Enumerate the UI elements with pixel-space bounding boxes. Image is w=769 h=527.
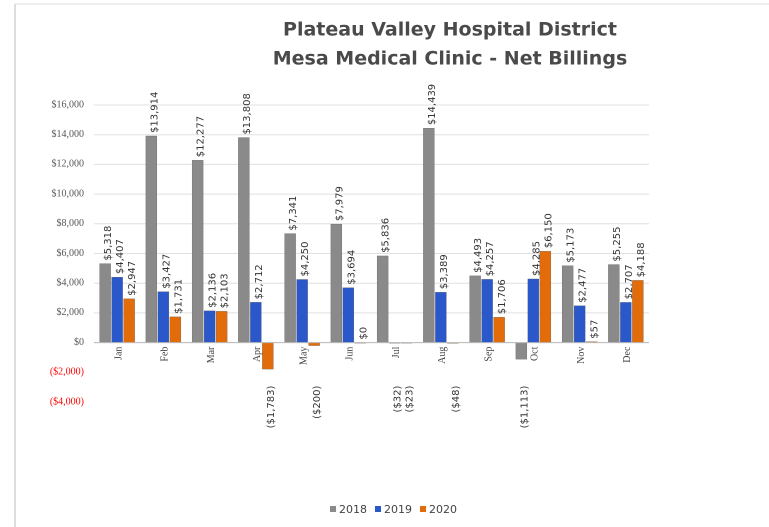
data-label: $5,318 xyxy=(103,226,114,261)
bar xyxy=(111,277,123,343)
bar xyxy=(123,298,135,343)
data-label: $4,257 xyxy=(485,241,496,276)
y-tick-label: $2,000 xyxy=(57,307,85,318)
bar xyxy=(284,233,296,343)
data-label: $6,150 xyxy=(543,213,554,248)
bar xyxy=(376,255,389,343)
bar xyxy=(262,342,274,370)
data-label: $7,979 xyxy=(334,186,345,221)
bar xyxy=(539,251,552,343)
bar xyxy=(342,287,355,343)
data-label: ($23) xyxy=(405,386,416,413)
data-label: $4,285 xyxy=(531,241,542,276)
data-label: $2,712 xyxy=(254,264,265,299)
bar xyxy=(493,317,505,343)
y-tick-label: $4,000 xyxy=(57,277,85,288)
bar xyxy=(330,223,343,343)
data-label: $2,947 xyxy=(127,261,138,296)
data-label: ($1,783) xyxy=(266,386,277,429)
bar xyxy=(169,316,182,343)
legend-swatch xyxy=(330,506,336,512)
data-label: $4,188 xyxy=(636,242,647,277)
data-label: $3,694 xyxy=(346,250,357,285)
chart-subtitle: Mesa Medical Clinic - Net Billings xyxy=(273,48,628,70)
y-tick-label: $6,000 xyxy=(57,248,85,259)
bar xyxy=(561,265,574,343)
bar xyxy=(469,275,481,343)
data-label: $12,277 xyxy=(196,116,207,157)
x-tick-label: May xyxy=(298,347,309,365)
bar xyxy=(250,302,262,343)
y-tick-label: $10,000 xyxy=(52,188,85,199)
bar xyxy=(157,291,170,343)
data-label: $7,341 xyxy=(288,196,299,231)
bar xyxy=(423,128,435,343)
y-tick-label: ($2,000) xyxy=(50,367,84,378)
data-label: $14,439 xyxy=(427,84,438,125)
legend-swatch xyxy=(420,506,426,512)
x-tick-label: Dec xyxy=(622,346,633,363)
x-tick-label: Feb xyxy=(160,347,171,362)
data-label: $5,836 xyxy=(381,218,392,253)
y-tick-label: $14,000 xyxy=(52,129,85,140)
bar xyxy=(191,160,204,343)
legend-label: 2018 xyxy=(339,503,367,516)
data-label: $4,250 xyxy=(300,241,311,276)
x-tick-label: Sep xyxy=(483,347,494,362)
x-tick-label: Jan xyxy=(113,347,124,360)
bar xyxy=(632,280,644,343)
y-tick-label: $0 xyxy=(74,337,84,348)
data-label: ($32) xyxy=(393,386,404,413)
data-label: $1,706 xyxy=(497,279,508,314)
legend-label: 2020 xyxy=(429,503,457,516)
bar xyxy=(99,263,111,343)
x-tick-label: Jul xyxy=(391,346,402,358)
data-label: $4,493 xyxy=(473,238,484,273)
y-tick-label: $12,000 xyxy=(52,159,85,170)
data-label: $3,427 xyxy=(161,254,172,289)
bar xyxy=(238,137,250,343)
data-label: ($48) xyxy=(451,386,462,413)
x-tick-label: Jun xyxy=(345,347,356,361)
legend-label: 2019 xyxy=(384,503,412,516)
legend-swatch xyxy=(375,506,381,512)
data-label: $0 xyxy=(358,327,369,340)
x-tick-label: Nov xyxy=(576,347,587,364)
bar xyxy=(481,279,493,343)
data-label: $5,173 xyxy=(566,228,577,263)
bar xyxy=(435,292,447,343)
data-label: $57 xyxy=(590,320,601,339)
data-label: $3,389 xyxy=(439,254,450,289)
y-tick-label: $16,000 xyxy=(52,99,85,110)
data-label: $2,707 xyxy=(624,264,635,299)
data-label: $13,808 xyxy=(242,93,253,134)
x-tick-label: Aug xyxy=(437,347,448,364)
x-tick-label: Oct xyxy=(530,346,541,361)
data-label: $2,103 xyxy=(220,273,231,308)
y-tick-label: ($4,000) xyxy=(50,396,84,407)
chart-title: Plateau Valley Hospital District xyxy=(283,19,617,41)
x-tick-label: Mar xyxy=(206,346,217,363)
data-label: $13,914 xyxy=(149,92,160,133)
data-label: $4,407 xyxy=(115,239,126,274)
data-label: ($200) xyxy=(312,386,323,419)
bar xyxy=(527,278,540,343)
bar xyxy=(215,311,228,343)
bar xyxy=(203,310,216,343)
data-label: $2,136 xyxy=(208,273,219,308)
data-label: $1,731 xyxy=(173,279,184,314)
data-label: $2,477 xyxy=(578,268,589,303)
bar xyxy=(573,305,586,343)
y-tick-label: $8,000 xyxy=(57,218,85,229)
x-tick-label: Apr xyxy=(252,346,263,362)
bar xyxy=(620,302,632,343)
data-label: $5,255 xyxy=(612,227,623,262)
bar xyxy=(296,279,308,343)
bar xyxy=(145,135,158,343)
data-label: ($1,113) xyxy=(519,386,530,429)
bar xyxy=(608,264,620,343)
bar xyxy=(515,342,528,360)
